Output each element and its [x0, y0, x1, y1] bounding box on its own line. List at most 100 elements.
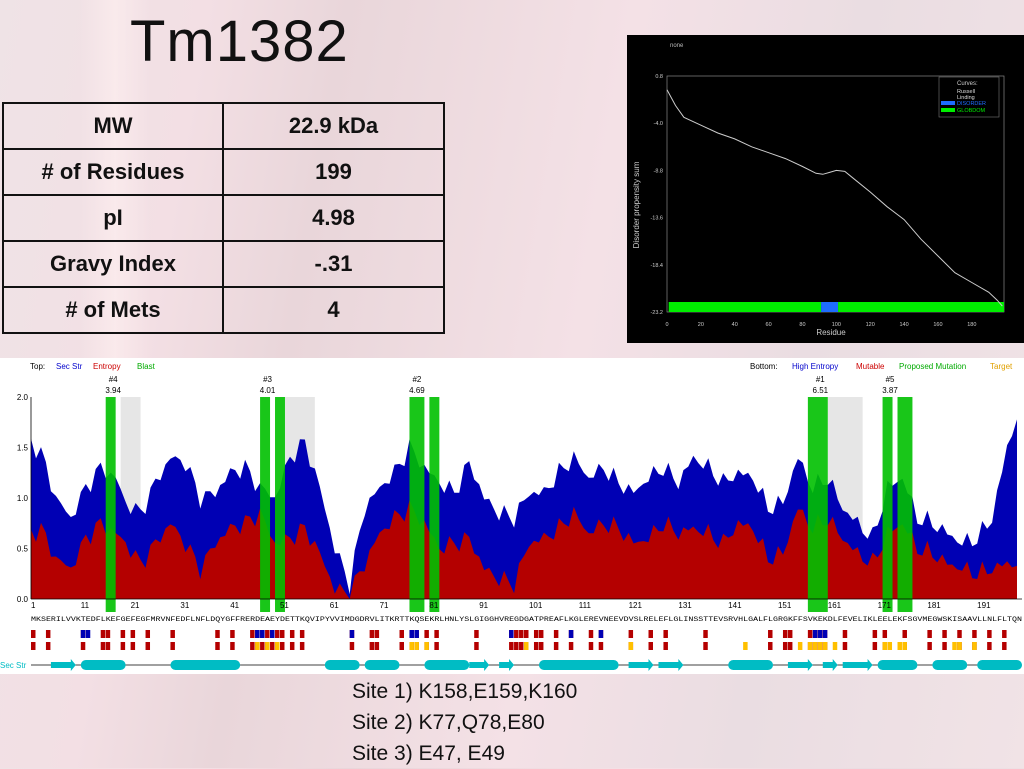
mutable-row-square	[787, 642, 793, 650]
secstr-helix	[932, 660, 968, 670]
site-score-label: 6.51	[813, 386, 829, 395]
disorder-y-tick-label: -13.6	[650, 216, 663, 222]
target-square	[812, 642, 818, 650]
profile-x-tick-label: 191	[977, 601, 991, 610]
secstr-strand	[842, 659, 873, 671]
table-cell-value: 4	[222, 286, 445, 334]
disorder-legend-russell: Russell	[957, 89, 975, 95]
mutable-row-square	[902, 630, 907, 638]
mutable-row-square	[279, 630, 285, 638]
disorder-x-tick-label: 100	[832, 322, 841, 328]
mutable-row-square	[553, 630, 559, 638]
profile-x-tick-label: 41	[230, 601, 239, 610]
mutable-row-square	[703, 630, 708, 638]
profile-y-tick-label: 1.5	[17, 444, 29, 453]
site-list-item: Site 3) E47, E49	[352, 742, 505, 765]
profile-x-tick-label: 111	[579, 601, 592, 610]
high-entropy-square	[598, 630, 604, 638]
target-square	[409, 642, 414, 650]
profile-x-tick-label: 71	[380, 601, 389, 610]
disorder-legend-linding: Linding	[957, 95, 975, 101]
mutable-row-square	[45, 630, 51, 638]
profile-y-tick-label: 0.5	[17, 545, 29, 554]
secstr-strand	[787, 659, 813, 671]
secstr-strand	[822, 659, 838, 671]
profile-x-tick-label: 61	[330, 601, 339, 610]
entropy-profile-svg: Top: Sec Str Entropy Blast Bottom: High …	[0, 362, 1022, 671]
secstr-helix	[877, 660, 918, 670]
secstr-strand	[499, 659, 515, 671]
target-square	[822, 642, 828, 650]
table-cell-value: -.31	[222, 240, 445, 288]
table-cell-value: 22.9 kDa	[222, 102, 445, 150]
secstr-helix	[538, 660, 619, 670]
high-entropy-square	[255, 630, 260, 638]
disorder-plot-svg: none Disorder propensity sum Residue Cur…	[632, 43, 1005, 337]
proposed-mutation-column	[105, 397, 116, 612]
secstr-helix	[324, 660, 360, 670]
mutable-row-square	[434, 642, 439, 650]
disorder-y-tick-label: 0.8	[655, 74, 663, 80]
mutable-row-square	[120, 642, 126, 650]
profile-x-tick-label: 121	[629, 601, 643, 610]
mutable-row-square	[598, 642, 604, 650]
high-entropy-square	[817, 630, 823, 638]
mutable-row-square	[289, 630, 295, 638]
high-entropy-square	[568, 630, 574, 638]
mutable-row-square	[538, 630, 544, 638]
mutable-row-square	[250, 630, 255, 638]
site-marker-label: #4	[109, 375, 118, 384]
disorder-region-bar	[821, 302, 839, 312]
disorder-x-tick-label: 140	[899, 322, 908, 328]
mutable-row-square	[942, 642, 947, 650]
mutable-row-square	[787, 630, 793, 638]
mutable-row-square	[1002, 642, 1007, 650]
target-square	[897, 642, 902, 650]
mutable-row-square	[927, 642, 932, 650]
target-square	[902, 642, 907, 650]
mutable-row-square	[538, 642, 544, 650]
table-cell-label: MW	[2, 102, 224, 150]
target-square	[265, 642, 270, 650]
mutable-row-square	[842, 642, 848, 650]
disorder-y-tick-label: -23.2	[650, 310, 663, 316]
mutable-row-square	[170, 642, 175, 650]
mutable-row-square	[145, 642, 151, 650]
mutable-row-square	[31, 642, 36, 650]
mutable-row-square	[519, 642, 524, 650]
mutable-row-square	[215, 630, 220, 638]
mutable-row-square	[628, 630, 634, 638]
site-score-label: 4.69	[409, 386, 425, 395]
site-list-item: Site 1) K158,E159,K160	[352, 680, 578, 703]
disorder-x-tick-label: 20	[698, 322, 704, 328]
table-row: MW 22.9 kDa	[2, 102, 445, 150]
high-entropy-square	[509, 630, 514, 638]
table-cell-label: # of Residues	[2, 148, 224, 196]
site-list: Site 1) K158,E159,K160 Site 2) K77,Q78,E…	[352, 676, 577, 769]
mutable-row-square	[972, 630, 977, 638]
disorder-y-tick-label: -4.0	[654, 121, 663, 127]
legend-bottom-high-entropy: High Entropy	[792, 362, 838, 371]
mutable-row-square	[374, 630, 380, 638]
target-square	[882, 642, 888, 650]
proposed-mutation-column	[409, 397, 425, 612]
mutable-row-square	[942, 630, 947, 638]
disorder-plot: none Disorder propensity sum Residue Cur…	[627, 35, 1024, 343]
mutable-row-square	[807, 630, 813, 638]
table-row: # of Residues 199	[2, 148, 445, 196]
mutable-row-square	[474, 642, 479, 650]
disorder-legend-swatch-globdom	[941, 108, 955, 112]
disorder-top-label: none	[670, 43, 684, 49]
mutable-row-square	[768, 630, 773, 638]
mutable-row-square	[299, 642, 305, 650]
mutable-row-square	[215, 642, 220, 650]
target-square	[628, 642, 634, 650]
target-square	[255, 642, 260, 650]
mutable-row-square	[519, 630, 524, 638]
secstr-helix	[364, 660, 400, 670]
disorder-y-axis-label: Disorder propensity sum	[632, 161, 641, 248]
mutable-row-square	[987, 642, 992, 650]
slide-title: Tm1382	[130, 9, 349, 74]
legend-bottom-prefix: Bottom:	[750, 362, 778, 371]
disorder-curve	[666, 89, 1003, 307]
